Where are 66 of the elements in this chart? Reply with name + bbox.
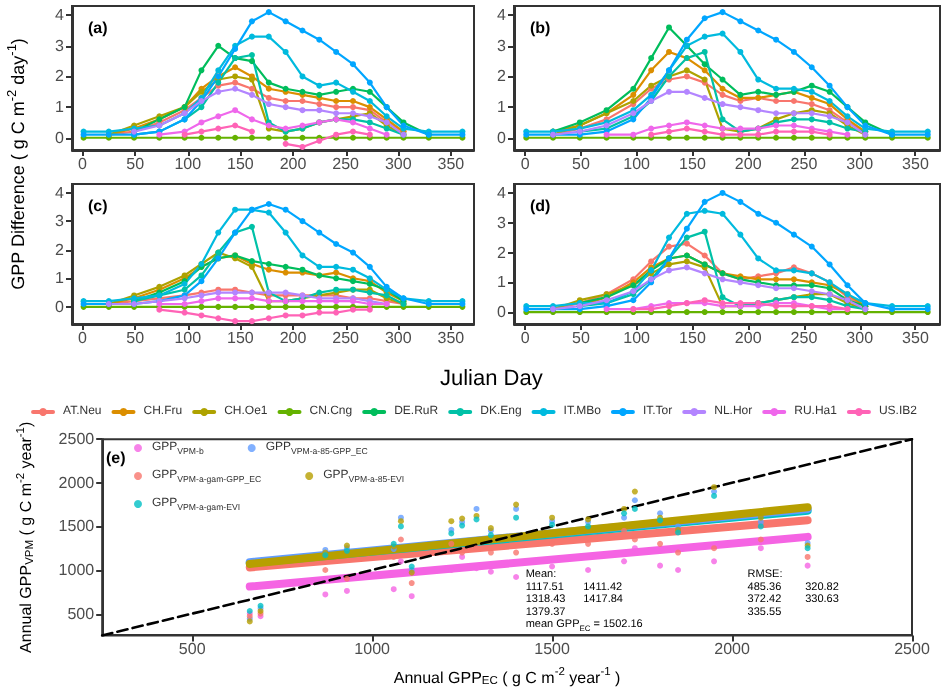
text: (b) — [530, 19, 552, 37]
x-tick-label: 350 — [437, 329, 466, 347]
x-tick-label: 200 — [279, 329, 308, 347]
x-tick-label: 100 — [623, 329, 652, 347]
x-tick-label: 2000 — [714, 640, 751, 659]
x-tick-label: 300 — [384, 329, 413, 347]
x-tick-label: 200 — [279, 155, 308, 173]
y-tick-label: 2000 — [58, 473, 96, 492]
x-tick-label: 250 — [332, 329, 361, 347]
x-tick-label: 150 — [679, 155, 707, 173]
y-tick-label: 2 — [55, 67, 66, 86]
x-tick-label: 200 — [734, 329, 763, 347]
x-tick-label: 250 — [790, 329, 819, 347]
y-tick-label: 3 — [497, 213, 508, 232]
y-tick-label: 1500 — [58, 517, 96, 536]
y-tick-label: 0 — [497, 128, 508, 147]
x-tick-label: 200 — [734, 155, 763, 173]
y-tick-label: 2 — [55, 240, 66, 259]
x-tick-label: 100 — [623, 155, 652, 173]
y-tick-label: 2 — [497, 67, 508, 86]
x-tick-label: 350 — [902, 155, 930, 173]
y-tick-label: 0 — [55, 297, 66, 316]
text: (c) — [88, 197, 109, 215]
x-tick-label: 350 — [902, 329, 930, 347]
y-tick-label: 4 — [497, 6, 508, 25]
x-tick-label: 2500 — [894, 640, 931, 659]
x-tick-label: 150 — [227, 329, 255, 347]
text: (a) — [88, 19, 109, 37]
x-tick-label: 50 — [126, 155, 146, 173]
x-tick-label: 300 — [846, 329, 875, 347]
y-tick-label: 3 — [497, 36, 508, 55]
x-tick-label: 0 — [520, 329, 531, 347]
y-tick-label: 1 — [55, 98, 66, 117]
x-tick-label: 50 — [572, 329, 591, 347]
y-tick-label: 4 — [55, 6, 66, 25]
y-tick-label: 1 — [55, 269, 66, 288]
y-tick-label: 1 — [497, 98, 508, 117]
y-tick-label: 2 — [497, 243, 508, 262]
y-tick-label: 500 — [67, 604, 96, 623]
x-tick-label: 100 — [174, 329, 203, 347]
x-tick-label: 1500 — [534, 640, 571, 659]
x-tick-label: 1000 — [354, 640, 392, 659]
y-tick-label: 4 — [55, 183, 66, 202]
y-tick-label: 0 — [497, 303, 508, 322]
x-tick-label: 100 — [174, 155, 203, 173]
y-tick-label: 1 — [497, 273, 508, 292]
x-tick-label: 300 — [846, 155, 875, 173]
x-tick-label: 150 — [679, 329, 707, 347]
y-tick-label: 3 — [55, 36, 66, 55]
y-tick-label: 2500 — [58, 430, 96, 449]
y-tick-label: 1000 — [58, 561, 96, 580]
y-tick-label: 0 — [55, 128, 66, 147]
text: (d) — [530, 197, 552, 215]
text: (e) — [106, 449, 127, 467]
x-tick-label: 500 — [178, 640, 207, 659]
x-axis-title: Julian Day — [440, 367, 544, 391]
x-tick-label: 50 — [126, 329, 146, 347]
x-tick-label: 250 — [332, 155, 361, 173]
x-tick-label: 350 — [437, 155, 466, 173]
x-tick-label: 50 — [572, 155, 591, 173]
x-tick-label: 300 — [384, 155, 413, 173]
y-tick-label: 3 — [55, 212, 66, 231]
y-tick-label: 4 — [497, 183, 508, 202]
x-tick-label: 250 — [790, 155, 819, 173]
x-tick-label: 150 — [227, 155, 255, 173]
x-tick-label: 0 — [520, 155, 531, 173]
